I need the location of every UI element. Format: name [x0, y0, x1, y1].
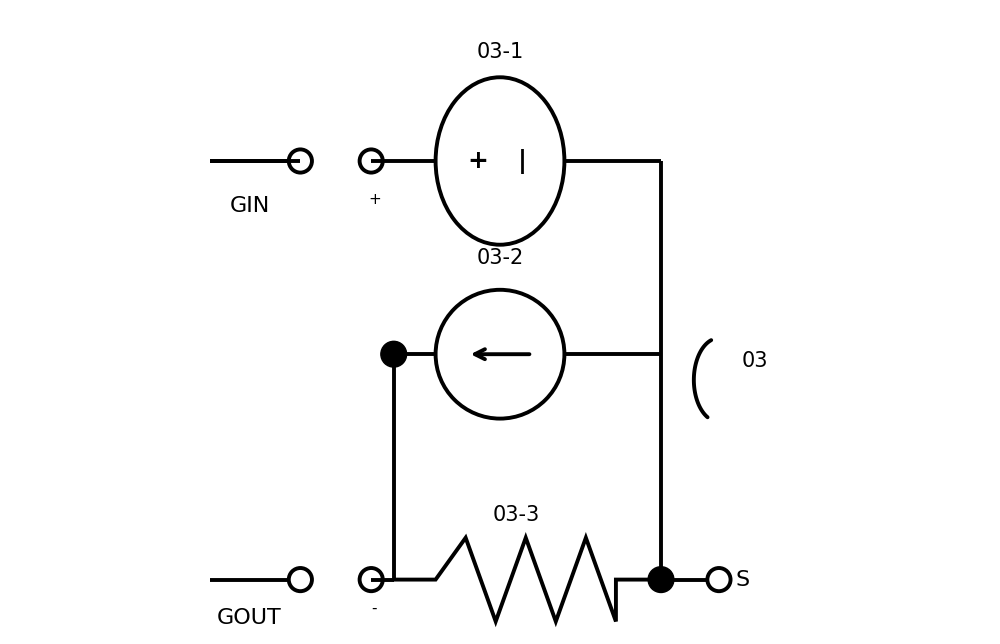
Text: 03: 03 — [742, 350, 768, 371]
Text: -: - — [372, 601, 377, 616]
Text: S: S — [735, 569, 749, 590]
Text: GOUT: GOUT — [217, 608, 281, 629]
Text: 03-2: 03-2 — [476, 247, 524, 268]
Text: GIN: GIN — [230, 196, 270, 216]
Text: 03-3: 03-3 — [492, 505, 540, 526]
Text: 03-1: 03-1 — [476, 41, 524, 62]
Text: |: | — [518, 149, 527, 173]
Text: +: + — [467, 149, 488, 173]
Circle shape — [648, 567, 674, 592]
Circle shape — [381, 341, 407, 367]
Text: +: + — [368, 192, 381, 207]
